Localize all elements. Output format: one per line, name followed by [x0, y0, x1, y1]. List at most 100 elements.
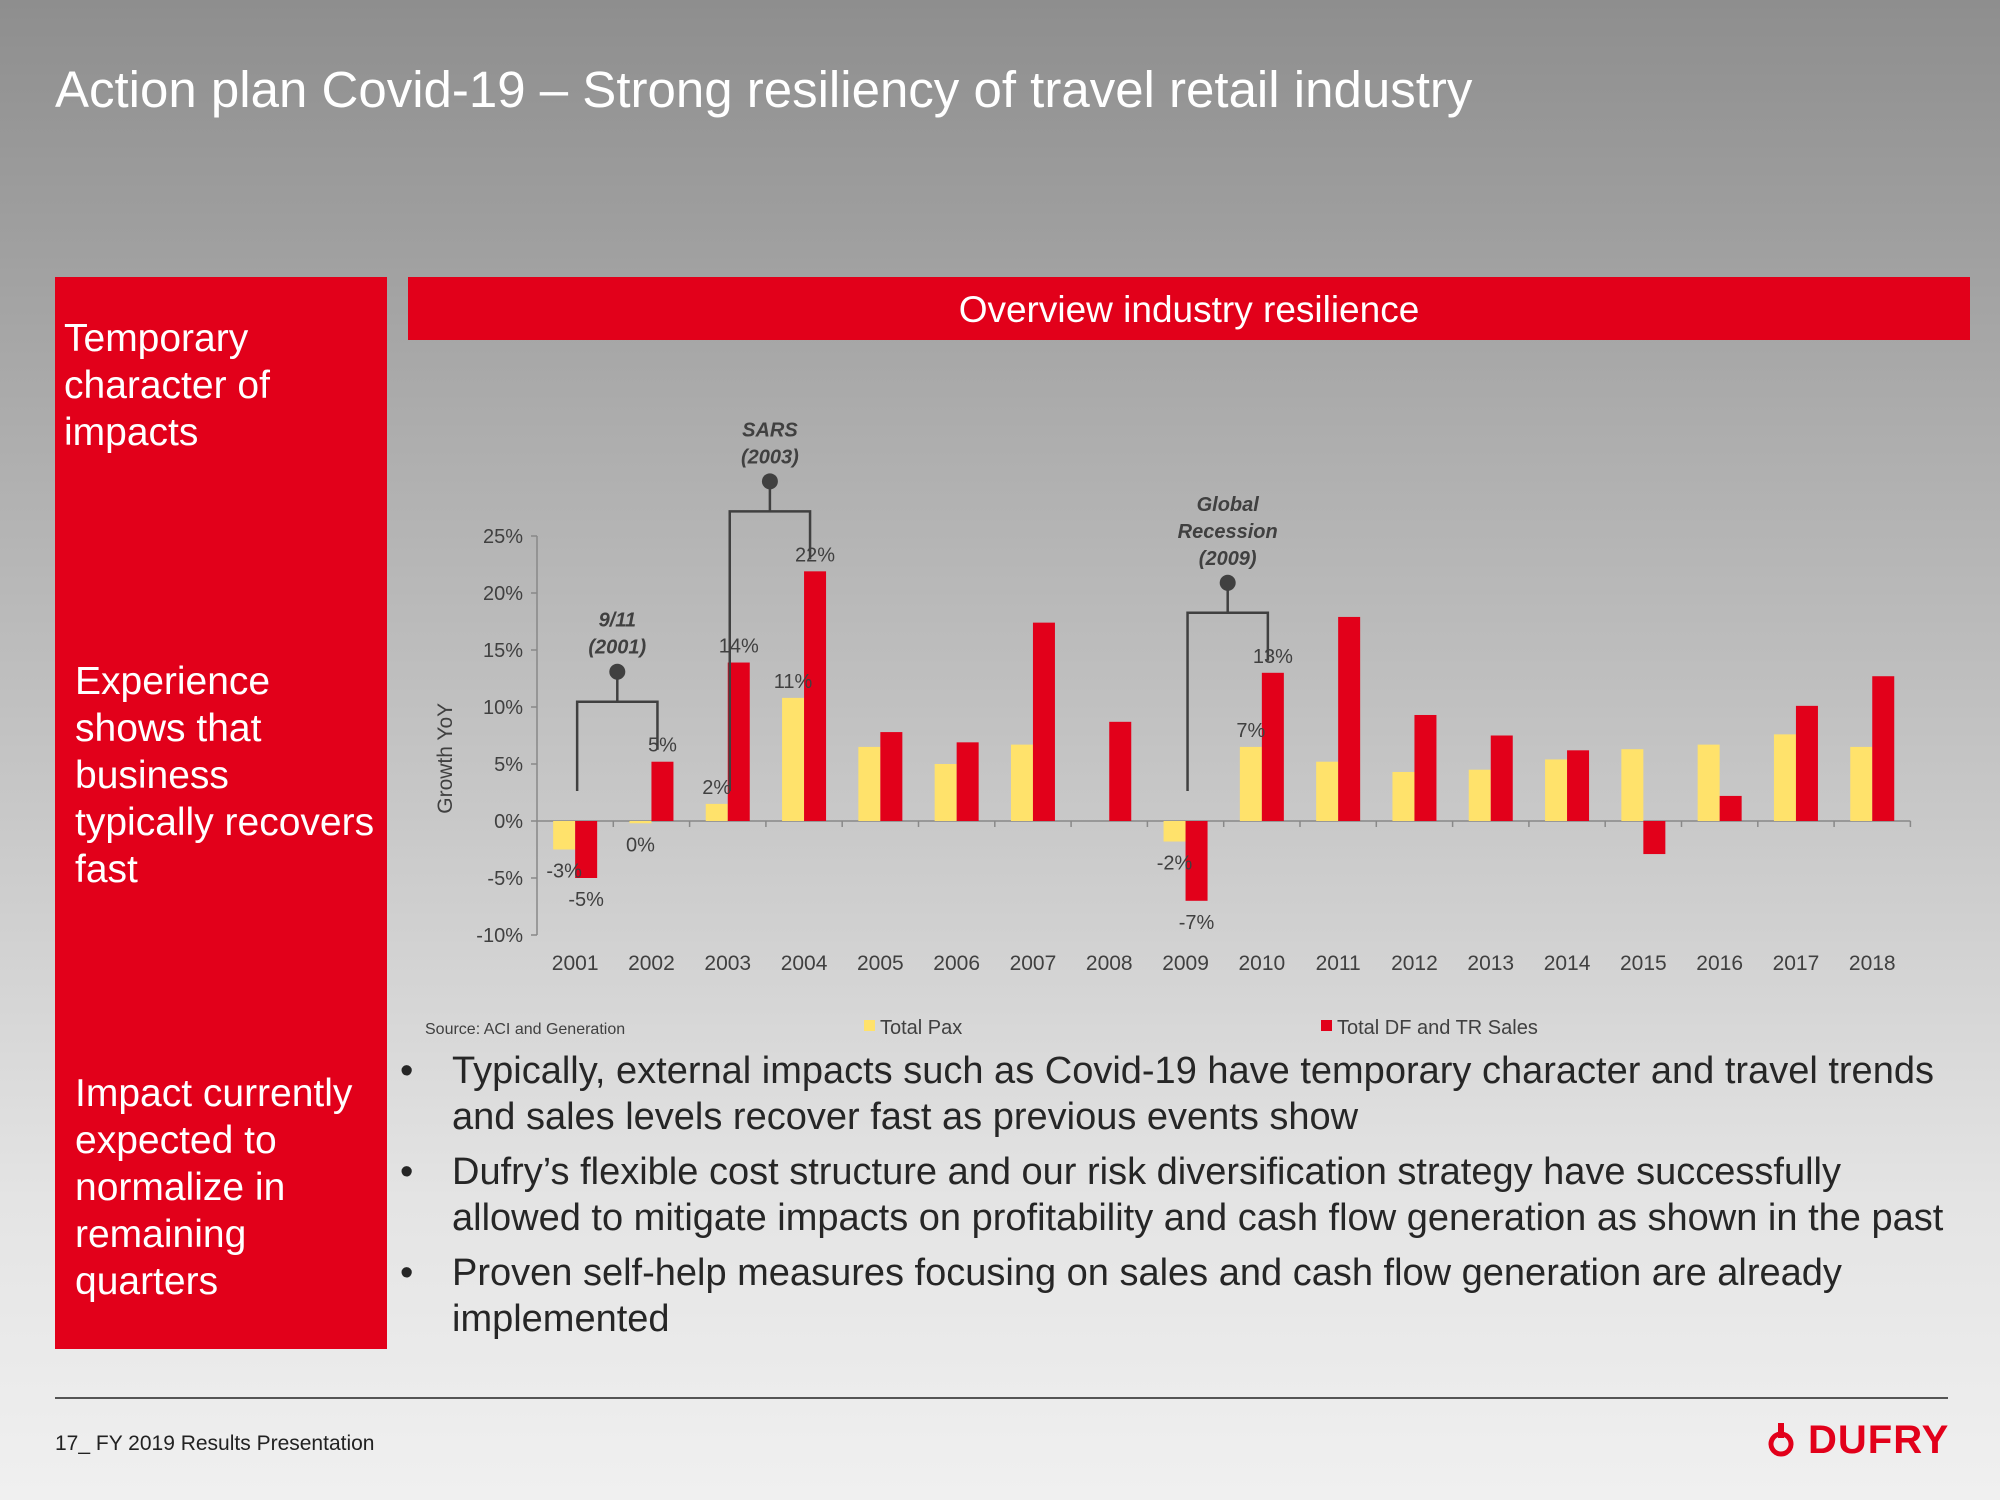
bar-total-sales — [1261, 672, 1284, 821]
data-label: 22% — [795, 544, 835, 566]
x-tick-label: 2015 — [1620, 952, 1667, 975]
x-tick-label: 2017 — [1773, 952, 1820, 975]
x-tick-label: 2010 — [1238, 952, 1285, 975]
data-label: -5% — [568, 889, 604, 911]
x-tick-label: 2008 — [1086, 952, 1133, 975]
bar-total-pax — [1697, 744, 1720, 821]
bar-total-pax — [553, 821, 576, 850]
x-tick-label: 2006 — [933, 952, 980, 975]
bar-total-pax — [629, 821, 652, 824]
footer-text: 17_ FY 2019 Results Presentation — [55, 1432, 375, 1455]
bar-total-sales — [575, 821, 598, 878]
dufry-logo: DUFRY — [1764, 1418, 1949, 1463]
x-tick-label: 2003 — [704, 952, 751, 975]
dufry-logo-icon — [1768, 1422, 1794, 1456]
bullet-item: • Dufry’s flexible cost structure and ou… — [400, 1149, 1960, 1241]
event-annotation-label: (2001) — [588, 637, 646, 659]
data-label: 11% — [774, 671, 813, 693]
data-label: 2% — [702, 777, 731, 799]
event-marker-dot — [761, 473, 778, 490]
bar-total-pax — [782, 697, 805, 821]
bar-total-sales — [1338, 616, 1361, 821]
bar-total-sales — [1643, 821, 1666, 855]
x-tick-label: 2018 — [1849, 952, 1896, 975]
bar-total-sales — [1185, 821, 1208, 901]
data-label: 13% — [1253, 646, 1293, 668]
bar-total-sales — [956, 742, 979, 821]
bar-total-pax — [1621, 749, 1644, 821]
y-tick-label: 5% — [494, 754, 523, 776]
event-annotation-label: SARS — [742, 419, 798, 441]
event-annotation-label: 9/11 — [599, 610, 636, 632]
legend-label-total-sales: Total DF and TR Sales — [1337, 1017, 1538, 1039]
x-tick-label: 2009 — [1162, 952, 1209, 975]
sidebar-block-impact: Impact currently expected to normalize i… — [75, 1072, 353, 1303]
event-annotation-label: Global — [1197, 494, 1260, 516]
data-label: -3% — [546, 861, 582, 883]
legend-label-total-pax: Total Pax — [880, 1017, 962, 1039]
event-marker-dot — [1219, 574, 1236, 591]
event-annotation-label: (2003) — [741, 446, 799, 468]
x-tick-label: 2007 — [1010, 952, 1057, 975]
footer-divider — [55, 1397, 1948, 1399]
bar-total-sales — [727, 662, 750, 821]
y-tick-label: 10% — [483, 697, 523, 719]
source-note: Source: ACI and Generation — [425, 1021, 625, 1038]
data-label: 7% — [1236, 720, 1265, 742]
bar-total-sales — [880, 732, 903, 821]
bar-total-sales — [1109, 721, 1132, 821]
bar-total-pax — [705, 803, 728, 821]
bullet-text: Proven self-help measures focusing on sa… — [452, 1252, 1842, 1340]
sidebar-block-experience: Experience shows that business typically… — [75, 660, 375, 891]
x-tick-label: 2013 — [1467, 952, 1514, 975]
bar-total-pax — [1010, 744, 1033, 821]
x-tick-label: 2005 — [857, 952, 904, 975]
y-tick-label: -10% — [476, 925, 523, 947]
bar-total-pax — [1163, 821, 1186, 842]
sidebar-block-temporary: Temporary character of impacts — [64, 317, 270, 454]
bar-total-sales — [1795, 705, 1818, 821]
y-tick-label: 20% — [483, 583, 523, 605]
bar-total-pax — [1850, 746, 1873, 821]
bullet-item: • Proven self-help measures focusing on … — [400, 1250, 1960, 1342]
bullet-item: • Typically, external impacts such as Co… — [400, 1048, 1960, 1140]
x-tick-label: 2002 — [628, 952, 675, 975]
bar-total-pax — [858, 746, 881, 821]
growth-chart: 25% 20% 15% 10% 5% 0% -5% -10% Growth YoY 2001 200… — [425, 419, 1912, 1039]
x-tick-label: 2001 — [552, 952, 599, 975]
bar-total-sales — [1567, 750, 1590, 821]
bullet-text: Typically, external impacts such as Covi… — [452, 1050, 1934, 1138]
bar-total-pax — [1545, 759, 1568, 821]
event-marker-dot — [609, 663, 626, 680]
bar-total-sales — [1490, 735, 1513, 821]
data-label: 14% — [719, 636, 759, 658]
bullet-text: Dufry’s flexible cost structure and our … — [452, 1151, 1944, 1239]
x-tick-label: 2016 — [1696, 952, 1743, 975]
page-title: Action plan Covid-19 – Strong resiliency… — [55, 61, 1473, 118]
bar-total-sales — [804, 571, 827, 821]
bar-total-pax — [1773, 734, 1796, 821]
bar-total-sales — [1414, 714, 1437, 821]
bar-total-sales — [651, 761, 674, 821]
x-tick-label: 2004 — [781, 952, 828, 975]
y-axis-title: Growth YoY — [434, 703, 457, 814]
chart-banner: Overview industry resilience — [408, 277, 1970, 340]
data-label: -7% — [1179, 912, 1215, 934]
bar-total-pax — [1392, 771, 1415, 821]
x-tick-label: 2014 — [1544, 952, 1591, 975]
x-tick-label: 2011 — [1316, 952, 1361, 975]
y-tick-label: 25% — [483, 526, 523, 548]
event-annotation-label: Recession — [1178, 521, 1278, 543]
legend-swatch-total-pax — [864, 1020, 875, 1031]
x-tick-label: 2012 — [1391, 952, 1438, 975]
data-label: 5% — [648, 735, 677, 757]
bullet-list: • Typically, external impacts such as Co… — [400, 1048, 1960, 1351]
data-label: -2% — [1157, 853, 1193, 875]
event-bracket — [575, 671, 659, 791]
legend-swatch-total-sales — [1321, 1020, 1332, 1031]
y-tick-label: -5% — [487, 868, 523, 890]
bar-total-sales — [1719, 795, 1742, 821]
bar-total-pax — [1468, 769, 1491, 821]
chart-banner-title: Overview industry resilience — [958, 289, 1420, 330]
